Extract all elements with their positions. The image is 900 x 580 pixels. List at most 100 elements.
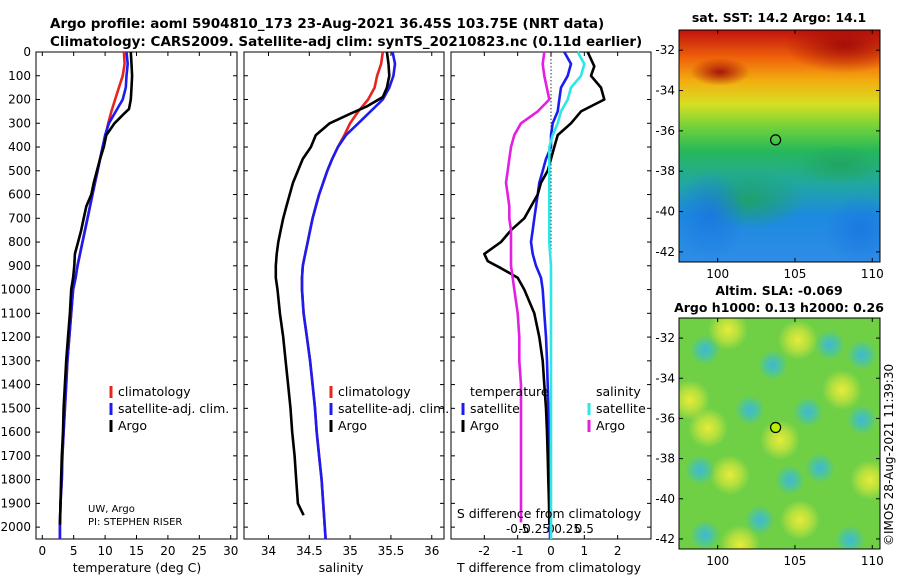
depth-tick-label: 600	[8, 188, 31, 202]
s-tick-label: 0.5	[575, 522, 594, 536]
sla-map-title-1: Altim. SLA: -0.069	[715, 283, 842, 298]
sla-low-spot	[815, 330, 845, 360]
depth-tick-label: 500	[8, 164, 31, 178]
map-lat-label: -38	[655, 452, 675, 466]
argo-float-marker	[769, 421, 782, 434]
map-lat-label: -40	[655, 492, 675, 506]
x-tick-label: 5	[70, 544, 78, 558]
s-tick-label: -0.5	[506, 522, 529, 536]
sst-map-panel: sat. SST: 14.2 Argo: 14.1 100 105 110 -32 -3…	[655, 10, 884, 281]
temperature-xlabel: temperature (deg C)	[73, 560, 202, 575]
x-tick-label: 34.5	[296, 544, 323, 558]
depth-tick-label: 200	[8, 93, 31, 107]
depth-tick-label: 1700	[0, 449, 31, 463]
map-lon-label: 105	[784, 267, 807, 281]
x-tick-label: 1	[581, 544, 589, 558]
sla-low-spot	[847, 405, 877, 435]
sst-blue-patch	[825, 195, 880, 262]
legend-title-salinity: salinity	[596, 384, 641, 399]
depth-tick-label: 2000	[0, 520, 31, 534]
depth-tick-label: 900	[8, 259, 31, 273]
series-line-satellite-adj-clim-	[300, 51, 397, 540]
sst-warm-patch	[785, 30, 880, 73]
legend-label-sal-argo: Argo	[596, 418, 625, 433]
map-lon-label: 110	[861, 554, 884, 568]
x-tick-label: 10	[97, 544, 112, 558]
sla-high-spot	[708, 318, 748, 350]
title-line-2: Climatology: CARS2009. Satellite-adj cli…	[50, 34, 642, 50]
legend-label-climatology: climatology	[118, 384, 191, 399]
credit-line-2: PI: STEPHEN RISER	[88, 517, 182, 528]
depth-tick-label: 1800	[0, 473, 31, 487]
x-tick-label: 30	[223, 544, 238, 558]
argo-float-marker	[769, 134, 782, 146]
x-tick-label: 35.5	[378, 544, 405, 558]
map-lat-label: -36	[655, 124, 675, 138]
map-lat-label: -36	[655, 411, 675, 425]
map-lat-label: -42	[655, 245, 675, 259]
series-line-salinity-argo	[504, 51, 551, 523]
x-tick-label: 36	[424, 544, 439, 558]
sst-map-axes: 100 105 110 -32 -34 -36 -38 -40 -42	[655, 30, 884, 281]
sla-eddies	[679, 318, 880, 549]
salinity-axes-frame	[243, 51, 445, 540]
sla-heatmap	[679, 318, 880, 549]
temperature-legend: climatology satellite-adj. clim. Argo	[109, 384, 229, 433]
legend-label-satellite-adj: satellite-adj. clim.	[338, 401, 449, 416]
x-tick-label: -1	[512, 544, 524, 558]
s-tick-label: -0.25	[519, 522, 550, 536]
sla-low-spot	[805, 453, 835, 483]
sla-map-panel: Altim. SLA: -0.069 Argo h1000: 0.13 h200…	[655, 283, 884, 568]
map-lat-label: -34	[655, 371, 675, 385]
difference-panel: -2 -1 0 1 2-0.5-0.250 0.250.5	[450, 51, 652, 558]
map-lon-label: 105	[784, 554, 807, 568]
sla-low-spot	[690, 520, 720, 549]
sla-low-spot	[685, 455, 715, 485]
temperature-panel: 0 5 10 15 20 25 30	[35, 51, 238, 558]
sla-high-spot	[760, 420, 800, 460]
sst-green-patch	[795, 145, 880, 185]
salinity-plot: 34 34.5 35 35.5 36	[244, 51, 444, 558]
depth-tick-label: 100	[8, 69, 31, 83]
depth-tick-label: 0	[23, 45, 31, 59]
map-lat-label: -32	[655, 43, 675, 57]
legend-label-climatology: climatology	[338, 384, 411, 399]
imos-watermark: ©IMOS 28-Aug-2021 11:39:30	[882, 364, 896, 546]
legend-label-argo: Argo	[338, 418, 367, 433]
depth-tick-label: 300	[8, 116, 31, 130]
sst-heatmap	[679, 30, 880, 262]
sst-warm-patch	[690, 58, 750, 86]
depth-tick-label: 700	[8, 211, 31, 225]
x-tick-label: 2	[614, 544, 622, 558]
x-tick-label: 35	[342, 544, 357, 558]
sla-map-title-2: Argo h1000: 0.13 h2000: 0.26	[674, 300, 884, 315]
sla-high-spot	[710, 455, 750, 495]
x-tick-label: 34	[261, 544, 276, 558]
salinity-legend: climatology satellite-adj. clim. Argo	[329, 384, 449, 433]
depth-tick-label: 1600	[0, 425, 31, 439]
sla-low-spot	[793, 397, 823, 427]
x-tick-label: 0	[547, 544, 555, 558]
map-lat-label: -42	[655, 532, 675, 546]
map-lat-label: -38	[655, 164, 675, 178]
s-tick-label: 0.25	[554, 522, 581, 536]
legend-label-satellite-adj: satellite-adj. clim.	[118, 401, 229, 416]
x-tick-label: 0	[38, 544, 46, 558]
credit-line-1: UW, Argo	[88, 504, 135, 515]
sla-low-spot	[745, 505, 775, 535]
sst-blue-patch	[679, 170, 745, 260]
legend-label-temp-satellite: satellite	[470, 401, 520, 416]
depth-tick-label: 1500	[0, 401, 31, 415]
sla-high-spot	[688, 408, 728, 448]
legend-title-temperature: temperature	[470, 384, 549, 399]
depth-tick-label: 1900	[0, 496, 31, 510]
series-line-temperature-argo	[483, 51, 606, 525]
map-lon-label: 110	[861, 267, 884, 281]
series-line-argo	[58, 51, 134, 525]
legend-label-argo: Argo	[118, 418, 147, 433]
depth-tick-label: 1200	[0, 330, 31, 344]
temperature-plot: 0 5 10 15 20 25 30	[36, 51, 238, 558]
x-tick-label: 20	[160, 544, 175, 558]
map-lat-label: -40	[655, 205, 675, 219]
